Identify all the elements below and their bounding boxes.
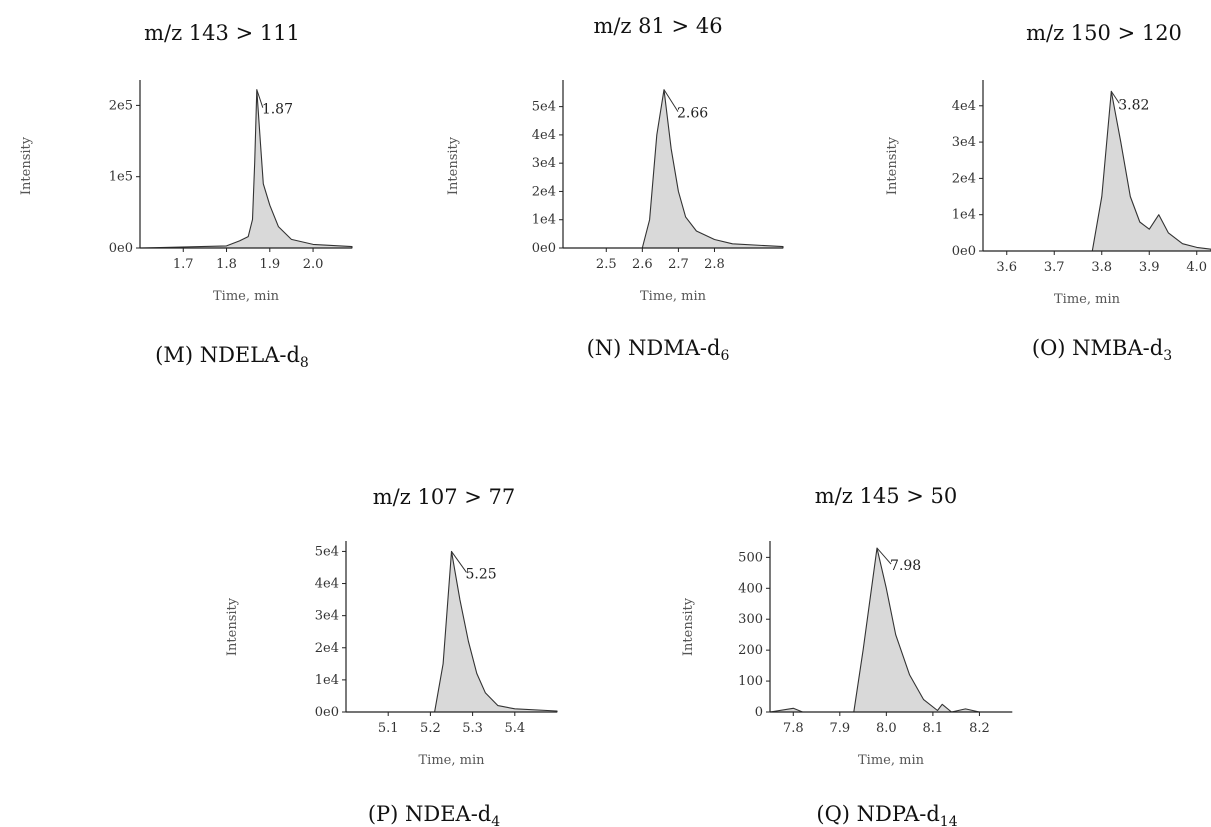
y-tick-label: 100 [738,674,763,689]
chart-panel-n: m/z 81 > 46 Intensity 0e0 1e4 2e4 3e4 4e4 5e4 2.… [446,14,784,364]
y-tick-label: 400 [738,581,763,596]
chromatogram-trace [562,89,784,249]
x-tick-label: 3.7 [1044,260,1065,275]
chromatogram-trace [139,89,353,249]
caption-text: (M) NDELA-d [155,343,300,367]
caption-subscript: 14 [940,814,958,827]
y-tick-label: 4e4 [532,128,556,143]
panel-title: m/z 143 > 111 [144,21,300,45]
x-tick-label: 3.8 [1091,260,1112,275]
peak-leader-line [256,89,264,108]
x-tick-label: 4.0 [1186,260,1207,275]
peak-retention-label: 2.66 [677,106,708,122]
x-tick-label: 2.5 [596,257,617,272]
panel-caption: (N) NDMA-d6 [587,336,730,364]
caption-subscript: 4 [491,814,500,827]
x-tick-label: 1.9 [259,257,280,272]
y-tick-label: 3e4 [952,135,976,150]
x-axis-label: Time, min [419,753,486,768]
y-axis-label: Intensity [885,136,900,195]
y-tick-label: 4e4 [952,99,976,114]
chart-panel-q: m/z 145 > 50 Intensity 0 100 200 300 400 500 7.8… [681,484,1013,827]
y-axis-label: Intensity [19,136,34,195]
peak-retention-label: 7.98 [890,558,921,574]
caption-subscript: 6 [720,348,729,364]
y-tick-label: 2e4 [532,184,556,199]
chromatogram-trace [982,90,1211,252]
y-tick-label: 1e5 [109,170,133,185]
x-tick-label: 3.6 [996,260,1017,275]
peak-leader-line [1110,90,1120,104]
y-tick-label: 0e0 [532,241,556,256]
peak-retention-label: 1.87 [262,102,293,118]
y-tick-label: 0e0 [109,241,133,256]
y-tick-label: 2e4 [952,171,976,186]
y-axis-label: Intensity [681,597,696,656]
x-axis-label: Time, min [213,289,280,304]
x-tick-label: 2.8 [704,257,725,272]
y-tick-label: 0 [755,705,763,720]
panel-title: m/z 150 > 120 [1026,21,1182,45]
y-tick-label: 200 [738,643,763,658]
peak-leader-line [876,547,892,565]
peak-retention-label: 3.82 [1118,97,1149,113]
chromatogram-trace [345,550,558,713]
chart-panel-o: m/z 150 > 120 Intensity 0e0 1e4 2e4 3e4 4e4 3.6… [885,21,1211,364]
chart-panel-m: m/z 143 > 111 Intensity 0e0 1e5 2e5 1.7 1.8 1.9… [19,21,353,371]
y-tick-label: 5e4 [532,100,556,115]
panel-title: m/z 145 > 50 [815,484,957,508]
panel-caption: (P) NDEA-d4 [368,802,500,827]
x-tick-label: 2.6 [632,257,653,272]
y-tick-label: 2e5 [109,98,133,113]
panel-caption: (Q) NDPA-d14 [816,802,957,827]
y-tick-label: 3e4 [532,156,556,171]
x-tick-label: 7.8 [783,721,804,736]
y-tick-label: 0e0 [315,705,339,720]
x-axis-label: Time, min [858,753,925,768]
y-tick-label: 0e0 [952,244,976,259]
panel-caption: (M) NDELA-d8 [155,343,309,371]
y-axis-label: Intensity [225,597,240,656]
x-axis-label: Time, min [1054,292,1121,307]
caption-text: (Q) NDPA-d [816,802,939,826]
x-tick-label: 5.3 [462,721,483,736]
y-tick-label: 500 [738,550,763,565]
x-tick-label: 3.9 [1139,260,1160,275]
peak-leader-line [451,551,467,573]
x-tick-label: 1.8 [216,257,237,272]
x-tick-label: 8.0 [876,721,897,736]
y-tick-label: 1e4 [315,673,339,688]
x-tick-label: 2.7 [668,257,689,272]
x-tick-label: 5.2 [420,721,441,736]
x-tick-label: 8.2 [969,721,990,736]
panel-title: m/z 107 > 77 [373,485,515,509]
y-tick-label: 4e4 [315,577,339,592]
peak-retention-label: 5.25 [466,566,497,582]
x-tick-label: 2.0 [303,257,324,272]
x-tick-label: 5.4 [504,721,525,736]
caption-text: (P) NDEA-d [368,802,491,826]
y-tick-label: 5e4 [315,544,339,559]
y-tick-label: 1e4 [532,213,556,228]
y-tick-label: 1e4 [952,208,976,223]
peak-leader-line [663,89,679,112]
panel-caption: (O) NMBA-d3 [1032,336,1172,364]
y-tick-label: 2e4 [315,641,339,656]
caption-text: (N) NDMA-d [587,336,721,360]
caption-text: (O) NMBA-d [1032,336,1163,360]
chart-panel-p: m/z 107 > 77 Intensity 0e0 1e4 2e4 3e4 4e4 5e4 5… [225,485,558,827]
y-tick-label: 300 [738,612,763,627]
y-axis-label: Intensity [446,136,461,195]
caption-subscript: 3 [1163,348,1172,364]
caption-subscript: 8 [300,355,309,371]
y-tick-label: 3e4 [315,609,339,624]
x-tick-label: 7.9 [829,721,850,736]
x-axis-label: Time, min [640,289,707,304]
x-tick-label: 5.1 [378,721,399,736]
panel-title: m/z 81 > 46 [593,14,722,38]
x-tick-label: 8.1 [923,721,944,736]
x-tick-label: 1.7 [173,257,194,272]
